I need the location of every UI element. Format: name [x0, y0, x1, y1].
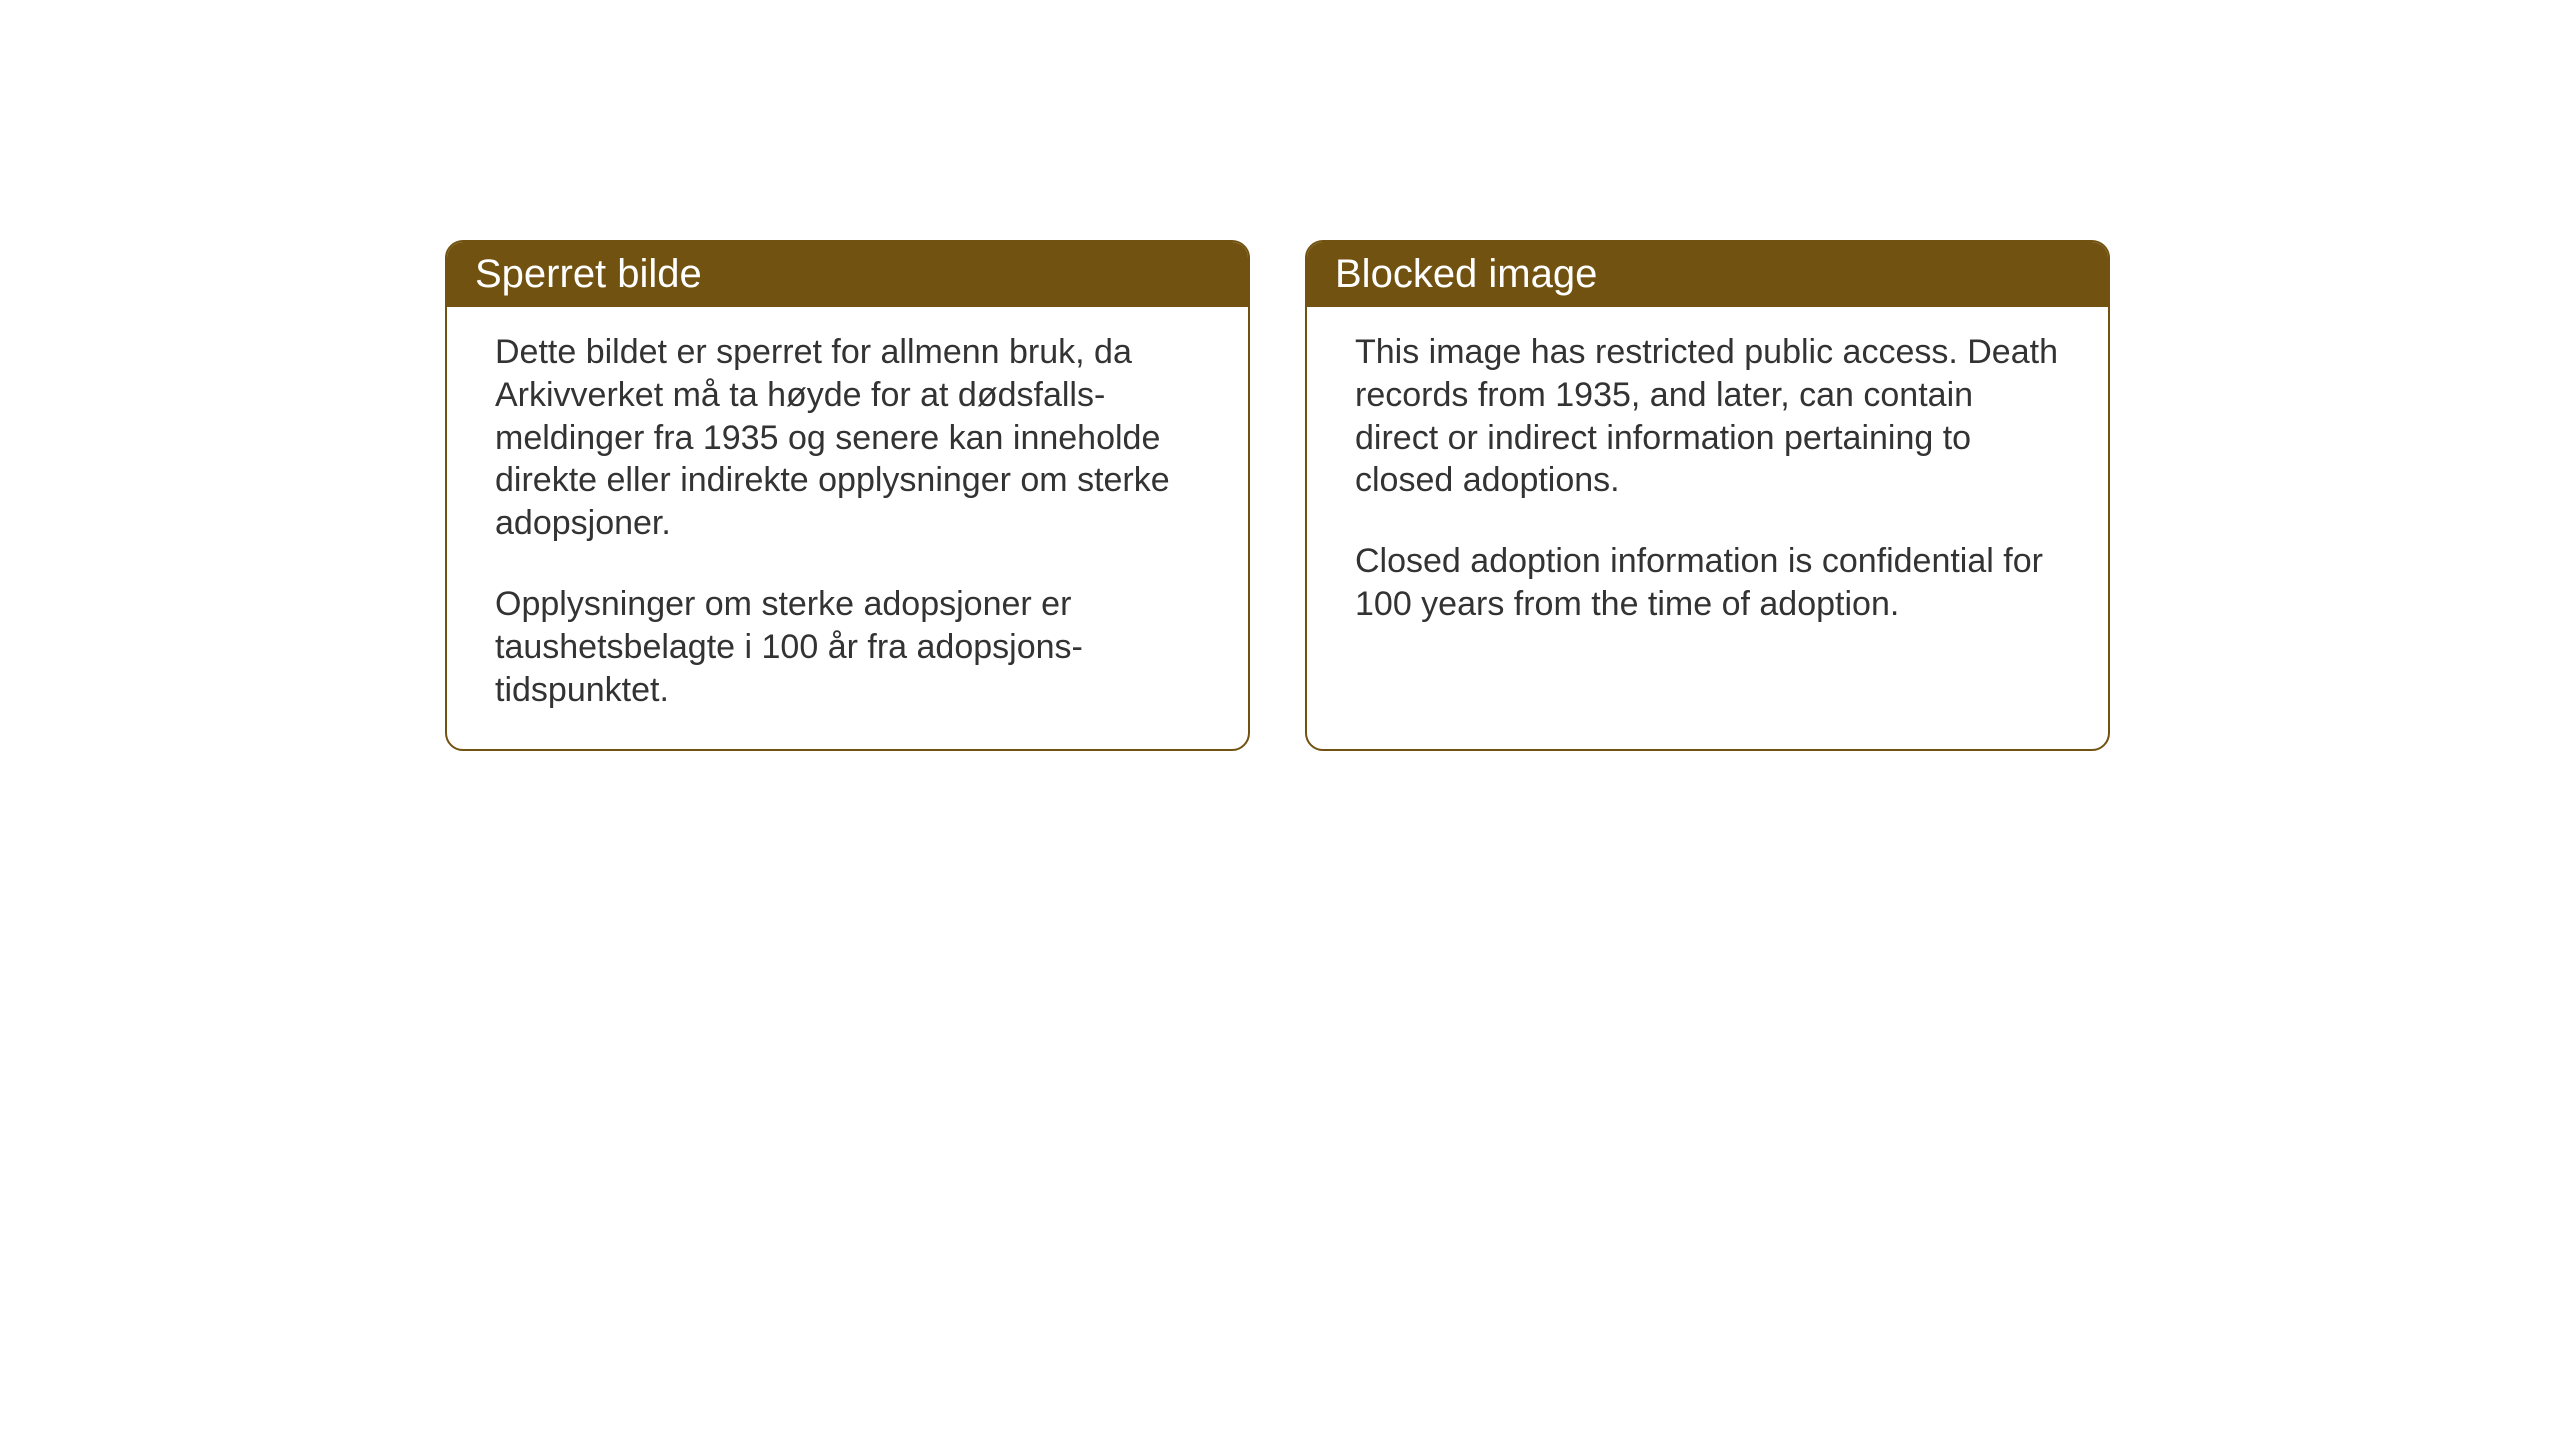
blocked-image-card-english: Blocked image This image has restricted …	[1305, 240, 2110, 751]
card-title-norwegian: Sperret bilde	[475, 252, 702, 296]
paragraph-1-norwegian: Dette bildet er sperret for allmenn bruk…	[495, 331, 1200, 545]
card-header-norwegian: Sperret bilde	[447, 242, 1248, 307]
card-body-norwegian: Dette bildet er sperret for allmenn bruk…	[447, 307, 1248, 749]
card-body-english: This image has restricted public access.…	[1307, 307, 2108, 749]
paragraph-2-english: Closed adoption information is confident…	[1355, 540, 2060, 626]
paragraph-2-norwegian: Opplysninger om sterke adopsjoner er tau…	[495, 583, 1200, 711]
paragraph-1-english: This image has restricted public access.…	[1355, 331, 2060, 502]
card-title-english: Blocked image	[1335, 252, 1597, 296]
card-header-english: Blocked image	[1307, 242, 2108, 307]
blocked-image-card-norwegian: Sperret bilde Dette bildet er sperret fo…	[445, 240, 1250, 751]
cards-container: Sperret bilde Dette bildet er sperret fo…	[445, 240, 2110, 751]
